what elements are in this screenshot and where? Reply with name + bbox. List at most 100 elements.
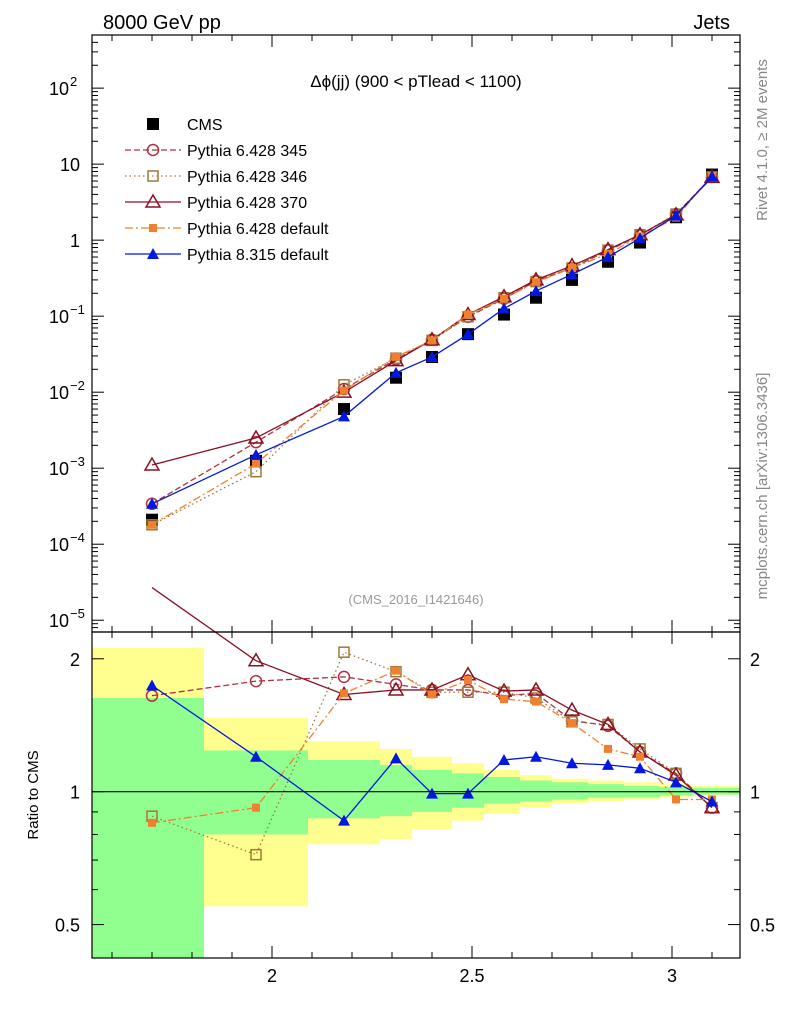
y-tick-label-base: 10 [49, 535, 69, 555]
ratio-point-p8def [390, 752, 402, 764]
y-tick-label: 1 [70, 231, 80, 251]
ratio-point-p8def [706, 795, 718, 807]
y-tick-label-exponent: −3 [70, 454, 85, 469]
ratio-y-tick-label-left: 0.5 [55, 916, 80, 936]
x-tick-label: 3 [667, 966, 677, 986]
data-point-p345 [249, 435, 263, 449]
legend-entry-CMS: CMS [147, 117, 223, 134]
data-point-p8def [498, 302, 510, 314]
data-point-p370 [143, 456, 161, 471]
legend-entry-p346: Pythia 6.428 346 [125, 169, 307, 186]
ratio-point-p8def [530, 750, 542, 762]
x-tick-label: 2 [267, 966, 277, 986]
legend-marker [144, 193, 162, 208]
ratio-point-p6def [604, 744, 612, 753]
legend-marker [147, 248, 159, 259]
ratio-point-p6def [252, 803, 260, 812]
header-right: Jets [693, 12, 730, 34]
ratio-point-p8def [634, 762, 646, 774]
data-point-p6def [428, 336, 436, 345]
ratio-point-p370 [247, 652, 265, 667]
ratio-uncertainty-bands [92, 647, 740, 958]
ratio-panel-frame [91, 631, 741, 959]
band-inner-bin [520, 780, 552, 802]
data-point-p8def [670, 209, 682, 221]
data-point-p6def [464, 310, 472, 319]
ratio-point-p370 [387, 681, 405, 696]
legend-marker [147, 118, 159, 130]
band-inner-bin [552, 782, 588, 800]
ratio-point-p8def [670, 776, 682, 788]
data-point-p6def [500, 294, 508, 303]
legend-entry-p345: Pythia 6.428 345 [125, 143, 307, 160]
header-left: 8000 GeV pp [103, 12, 221, 34]
band-inner-bin [204, 750, 308, 835]
y-tick-label-exponent: −5 [70, 606, 85, 621]
ratio-point-p370 [599, 715, 617, 731]
legend-entry-p6def: Pythia 6.428 default [125, 221, 329, 238]
data-point-p8def [706, 170, 718, 182]
y-tick-label: 10 [60, 155, 80, 175]
ratio-point-p370 [527, 681, 545, 696]
x-tick-label: 2.5 [459, 966, 484, 986]
data-point-p6def [532, 278, 540, 287]
ratio-point-p6def [532, 697, 540, 706]
data-point-p8def [426, 351, 438, 363]
y-tick-label-exponent: −4 [70, 530, 85, 545]
ratio-point-p346 [250, 848, 262, 861]
ratio-point-p6def [464, 676, 472, 685]
band-inner-bin [92, 698, 204, 958]
ratio-y-tick-label-left: 2 [70, 650, 80, 670]
data-point-p8def [602, 251, 614, 263]
ratio-y-tick-label-right: 1 [750, 783, 760, 803]
plot-title: Δϕ(jj) (900 < pTlead < 1100) [310, 72, 521, 91]
band-inner-bin [308, 759, 380, 819]
data-point-p6def [252, 459, 260, 468]
data-point-CMS [338, 403, 350, 416]
ratio-line-p346 [151, 651, 713, 856]
y-tick-label-exponent: −1 [70, 302, 85, 317]
data-point-p346 [146, 519, 158, 531]
band-inner-bin [588, 784, 624, 798]
legend-label: Pythia 6.428 default [187, 221, 329, 238]
legend-label: Pythia 6.428 370 [187, 195, 307, 212]
legend-marker [147, 170, 159, 182]
y-tick-label-exponent: 2 [70, 74, 77, 89]
legend-entry-p370: Pythia 6.428 370 [125, 193, 307, 212]
ratio-point-p6def [340, 689, 348, 698]
data-point-p8def [250, 448, 262, 460]
y-tick-label-base: 10 [49, 459, 69, 479]
ratio-point-p8def [338, 814, 350, 826]
ratio-panel-series [145, 587, 721, 861]
ratio-y-tick-label-right: 0.5 [750, 916, 775, 936]
y-tick-label-base: 10 [49, 79, 69, 99]
y-tick-label-base: 10 [49, 383, 69, 403]
ratio-point-p8def [462, 787, 474, 799]
data-point-p370 [247, 429, 265, 444]
ratio-y-tick-label-left: 1 [70, 783, 80, 803]
ratio-point-p370 [703, 799, 721, 814]
ratio-point-p345 [249, 674, 263, 688]
ratio-point-p8def [426, 787, 438, 799]
data-point-p8def [146, 497, 158, 509]
ratio-point-p6def [392, 666, 400, 675]
data-point-p8def [634, 232, 646, 244]
data-point-p6def [392, 352, 400, 361]
data-point-p8def [566, 268, 578, 280]
y-tick-label-base: 10 [49, 611, 69, 631]
ratio-point-p346 [462, 686, 474, 698]
ratio-point-p8def [602, 758, 614, 770]
analysis-tag: (CMS_2016_I1421646) [348, 592, 483, 607]
ratio-point-p6def [500, 695, 508, 704]
legend-marker [146, 143, 160, 157]
ratio-point-p6def [428, 690, 436, 699]
ratio-y-axis-label: Ratio to CMS [25, 750, 42, 839]
ratio-point-p8def [250, 750, 262, 762]
axis-ticks [92, 34, 740, 958]
ratio-y-tick-label-right: 2 [750, 650, 760, 670]
band-inner-bin [484, 776, 520, 804]
rivet-label: Rivet 4.1.0, ≥ 2M events [754, 59, 771, 221]
